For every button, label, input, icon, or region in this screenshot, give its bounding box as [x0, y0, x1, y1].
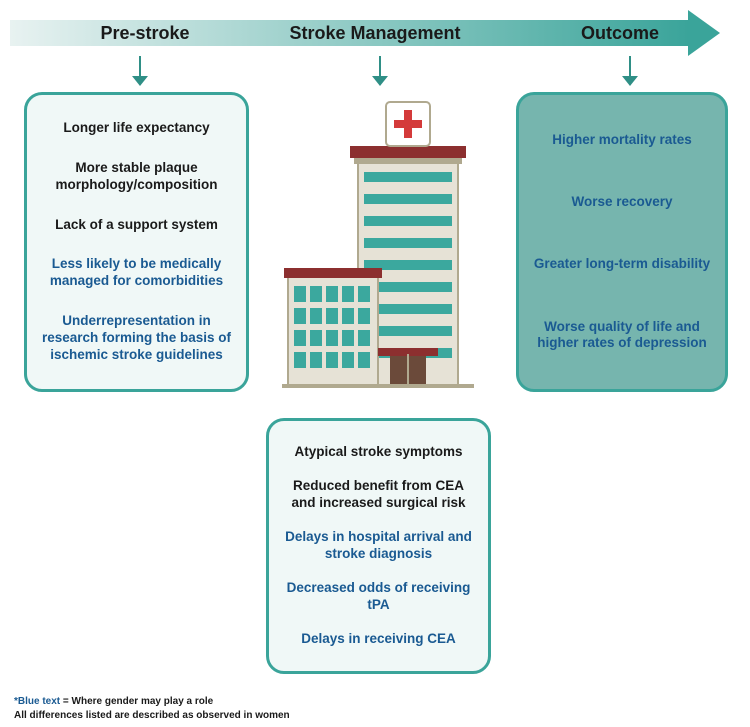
footnote-rest: = Where gender may play a role: [60, 696, 213, 707]
panel-item: Delays in receiving CEA: [299, 627, 458, 652]
down-arrow-icon: [370, 56, 390, 86]
panel-item: Lack of a support system: [53, 213, 220, 238]
footnote-prefix: *Blue text: [14, 696, 60, 707]
panel-item: Worse quality of life and higher rates o…: [531, 315, 713, 357]
phase-label-stroke-management: Stroke Management: [260, 16, 490, 50]
down-arrow-icon: [130, 56, 150, 86]
hospital-icon: [278, 96, 478, 396]
panel-item: Worse recovery: [569, 190, 674, 215]
down-arrow-icon: [620, 56, 640, 86]
panel-item: Greater long-term disability: [532, 252, 712, 277]
panel-item: Longer life expectancy: [61, 116, 211, 141]
footnote-differences: All differences listed are described as …: [14, 710, 290, 721]
panel-item: Less likely to be medically managed for …: [39, 252, 234, 294]
phase-label-outcome: Outcome: [550, 16, 690, 50]
panel-item: Higher mortality rates: [550, 128, 694, 153]
panel-item: Reduced benefit from CEA and increased s…: [281, 474, 476, 516]
panel-stroke-management: Atypical stroke symptoms Reduced benefit …: [266, 418, 491, 674]
panel-outcome: Higher mortality rates Worse recovery Grea…: [516, 92, 728, 392]
panel-item: Atypical stroke symptoms: [292, 440, 464, 465]
panel-item: More stable plaque morphology/compositio…: [39, 156, 234, 198]
phase-arrow-head-icon: [688, 10, 720, 56]
panel-item: Underrepresentation in research forming …: [39, 309, 234, 368]
panel-pre-stroke: Longer life expectancy More stable plaque…: [24, 92, 249, 392]
phase-label-pre-stroke: Pre-stroke: [60, 16, 230, 50]
panel-item: Delays in hospital arrival and stroke di…: [281, 525, 476, 567]
footnote-blue-text: *Blue text = Where gender may play a rol…: [14, 696, 213, 707]
panel-item: Decreased odds of receiving tPA: [281, 576, 476, 618]
